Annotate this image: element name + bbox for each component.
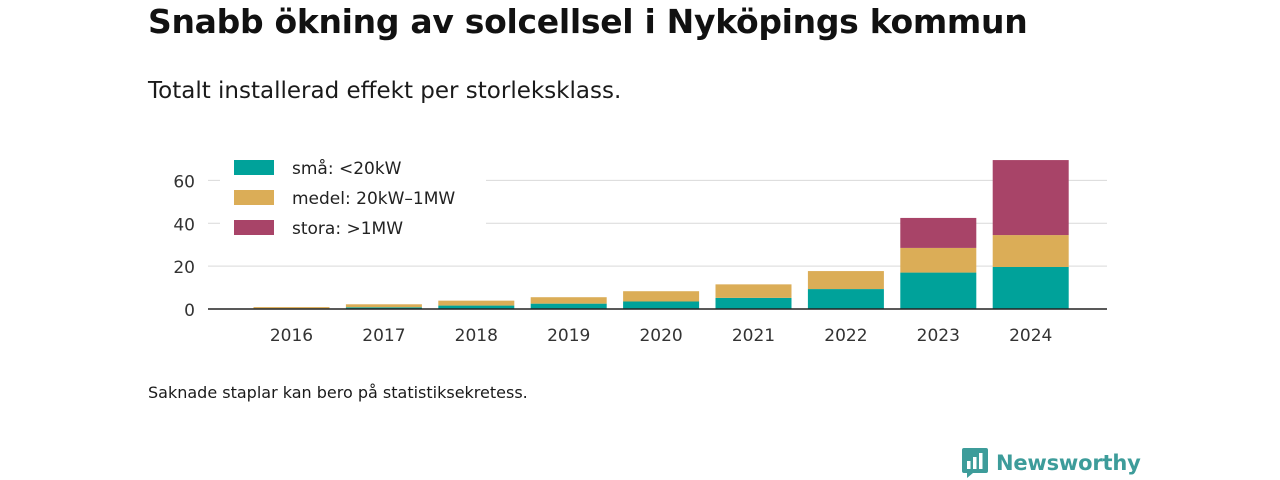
newsworthy-logo-icon [962, 448, 988, 478]
x-tick-label: 2016 [270, 326, 313, 346]
bars [253, 160, 1069, 309]
bar-segment [992, 235, 1069, 267]
bar-segment [992, 160, 1069, 236]
bar-segment [530, 297, 607, 304]
bar-segment [715, 284, 792, 298]
legend-label: små: <20kW [292, 158, 402, 179]
bar-segment [438, 305, 515, 309]
y-tick-label: 40 [173, 215, 195, 235]
bar-segment [900, 247, 977, 273]
legend-swatch [234, 220, 274, 235]
x-tick-label: 2019 [547, 326, 590, 346]
x-tick-label: 2022 [824, 326, 867, 346]
y-tick-label: 20 [173, 258, 195, 278]
y-tick-label: 60 [173, 172, 195, 192]
legend-label: stora: >1MW [292, 219, 403, 239]
x-tick-label: 2023 [917, 326, 960, 346]
brand-logo: Newsworthy [961, 446, 1141, 480]
x-tick-label: 2024 [1009, 326, 1052, 346]
x-tick-label: 2017 [362, 326, 405, 346]
brand-name: Newsworthy [996, 451, 1141, 475]
legend: små: <20kW medel: 20kW–1MW stora: >1MW [220, 150, 486, 242]
bar-segment [530, 303, 607, 309]
axes: 0 20 40 60 2016 2017 2018 2019 2020 2021 2022 2023 2… [173, 172, 1107, 346]
bar-segment [715, 297, 792, 309]
legend-swatch [234, 190, 274, 205]
legend-swatch [234, 160, 274, 175]
bar-segment [345, 304, 422, 308]
bar-segment [345, 307, 422, 309]
bar-segment [807, 271, 884, 290]
y-tick-label: 0 [184, 301, 195, 321]
x-tick-label: 2020 [639, 326, 682, 346]
bar-segment [900, 272, 977, 309]
bar-segment [807, 289, 884, 309]
bar-segment [438, 300, 515, 306]
chart-subtitle: Totalt installerad effekt per storlekskl… [148, 78, 622, 104]
x-tick-label: 2021 [732, 326, 775, 346]
bar-segment [900, 217, 977, 248]
legend-label: medel: 20kW–1MW [292, 189, 455, 209]
chart-title: Snabb ökning av solcellsel i Nyköpings k… [148, 2, 1028, 41]
bar-segment [253, 307, 330, 309]
bar-segment [992, 267, 1069, 309]
bar-segment [623, 301, 700, 309]
footnote: Saknade staplar kan bero på statistiksek… [148, 383, 528, 402]
x-tick-label: 2018 [455, 326, 498, 346]
bar-segment [623, 291, 700, 302]
